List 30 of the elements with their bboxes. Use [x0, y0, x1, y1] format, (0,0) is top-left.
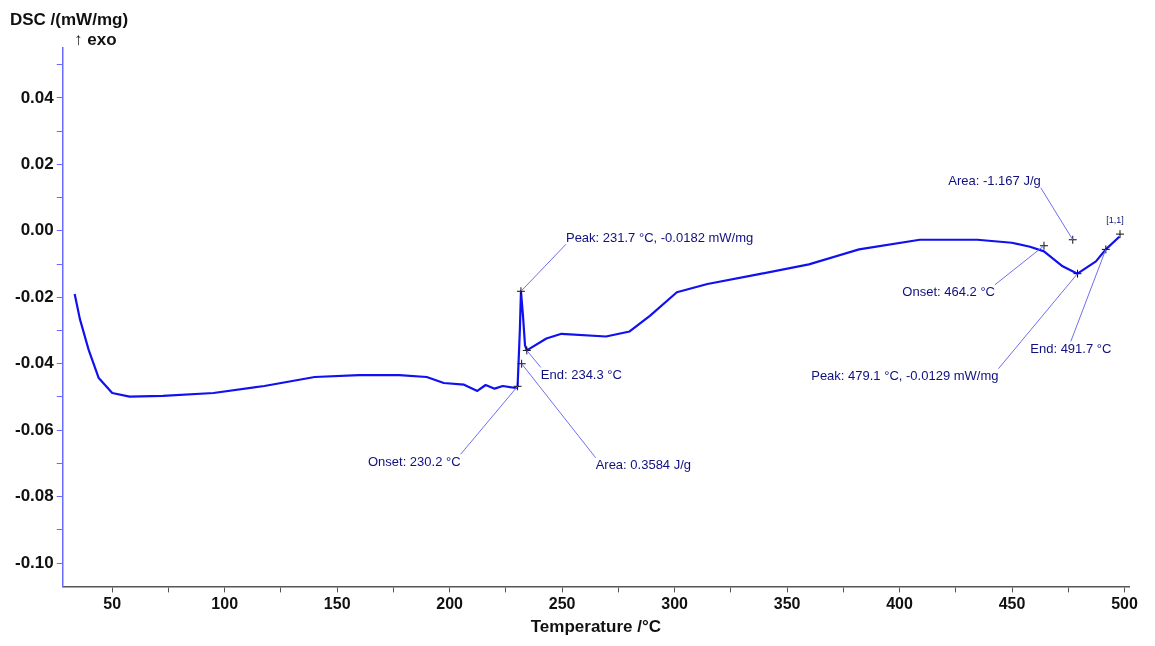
annotation: Peak: 231.7 °C, -0.0182 mW/mg — [565, 229, 754, 245]
x-tick-label: 100 — [211, 595, 239, 613]
y-tick-label: 0.02 — [20, 154, 54, 174]
annotation: Onset: 464.2 °C — [902, 284, 995, 300]
x-tick-label: 450 — [998, 595, 1026, 613]
annotation: End: 491.7 °C — [1030, 340, 1112, 356]
y-tick-label: 0.00 — [20, 220, 54, 240]
annotation: Onset: 230.2 °C — [367, 453, 461, 469]
x-tick-label: 200 — [436, 595, 464, 613]
y-tick-label: -0.06 — [15, 419, 54, 439]
annotation: End: 234.3 °C — [540, 367, 622, 383]
y-tick-label: -0.10 — [15, 552, 54, 572]
x-tick-label: 500 — [1111, 595, 1138, 613]
y-axis-title: DSC /(mW/mg) — [10, 10, 129, 30]
x-axis-title: Temperature /°C — [530, 617, 661, 637]
annotation: Area: -1.167 J/g — [948, 173, 1041, 189]
annotation: Area: 0.3584 J/g — [595, 457, 692, 473]
x-tick-label: 150 — [323, 595, 351, 613]
x-tick-label: 50 — [103, 595, 122, 613]
annotation: Peak: 479.1 °C, -0.0129 mW/mg — [811, 368, 999, 384]
annotation: [1,1] — [1106, 214, 1124, 225]
x-tick-label: 300 — [661, 595, 689, 613]
annotation: ↑ exo — [73, 30, 118, 50]
y-tick-label: -0.02 — [15, 286, 54, 306]
x-tick-label: 250 — [548, 595, 576, 613]
y-tick-label: -0.04 — [15, 353, 55, 373]
x-tick-label: 350 — [773, 595, 801, 613]
y-tick-label: -0.08 — [15, 486, 54, 506]
y-tick-label: 0.04 — [20, 87, 55, 107]
x-tick-label: 400 — [886, 595, 913, 613]
